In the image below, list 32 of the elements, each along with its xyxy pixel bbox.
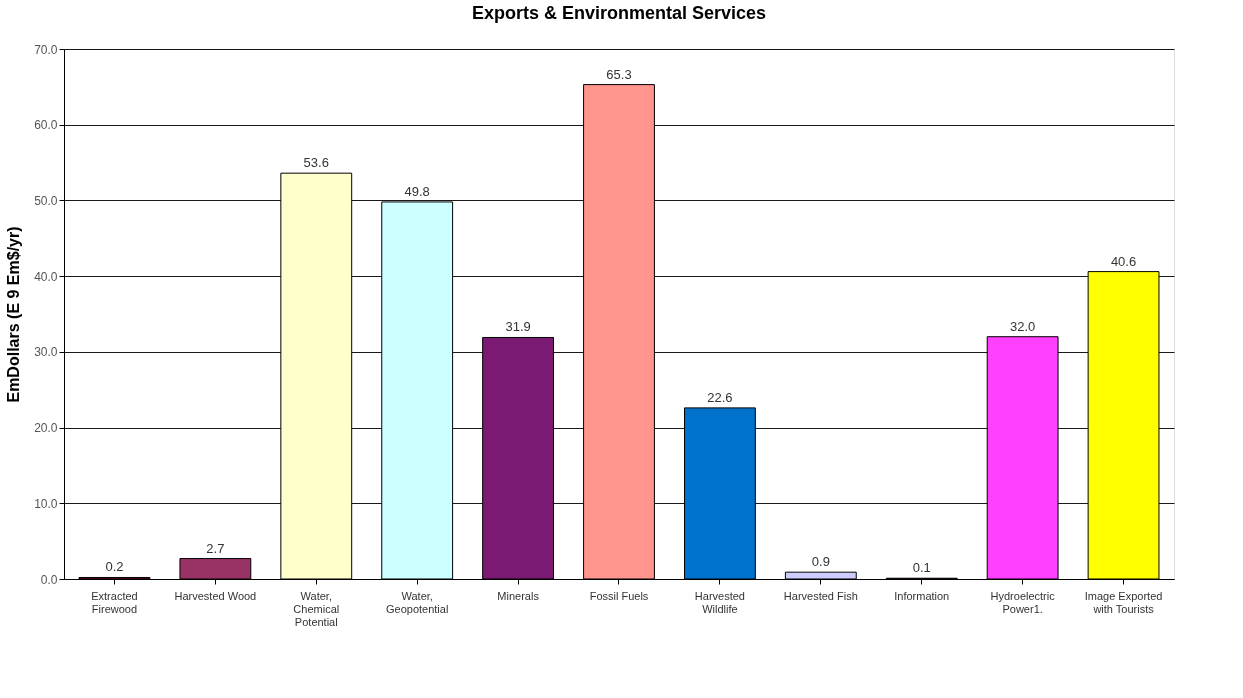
y-tick-label: 0.0: [40, 572, 58, 587]
data-label: 22.6: [707, 389, 733, 405]
data-label: 65.3: [606, 66, 632, 82]
data-label: 32.0: [1009, 318, 1036, 334]
data-label: 0.9: [811, 554, 830, 570]
y-tick-label: 50.0: [34, 193, 58, 208]
x-tick-label: Minerals: [497, 589, 540, 602]
y-tick-label: 70.0: [34, 42, 58, 57]
y-tick-label: 10.0: [34, 496, 58, 511]
data-label: 53.6: [303, 155, 329, 171]
x-tick-label: Harvested Fish: [783, 589, 858, 602]
y-tick-label: 40.0: [34, 269, 58, 284]
y-axis-title: EmDollars (E 9 Em$/yr): [5, 226, 23, 403]
x-tick-label: Hydroelectric Power1.: [990, 589, 1056, 615]
data-label: 49.8: [404, 183, 430, 199]
y-tick-label: 30.0: [34, 345, 58, 360]
y-tick-label: 20.0: [34, 421, 58, 436]
x-tick-label: Image Exported with Tourists: [1084, 589, 1163, 615]
data-label: 31.9: [505, 319, 531, 335]
x-tick-label: Information: [894, 589, 950, 602]
x-tick-label: Water, Chemical Potential: [293, 589, 340, 628]
data-label: 40.6: [1110, 253, 1137, 269]
x-tick-label: Fossil Fuels: [589, 589, 649, 602]
chart-title: Exports & Environmental Services: [471, 3, 767, 23]
x-tick-label: Water, Geopotential: [385, 589, 449, 615]
y-tick-label: 60.0: [34, 118, 58, 133]
x-tick-label: Extracted Firewood: [91, 589, 138, 615]
x-tick-label: Harvested Wildlife: [694, 589, 745, 615]
data-label: 2.7: [206, 540, 225, 556]
x-tick-label: Harvested Wood: [174, 589, 257, 602]
data-label: 0.1: [912, 560, 931, 576]
data-label: 0.2: [105, 559, 124, 575]
